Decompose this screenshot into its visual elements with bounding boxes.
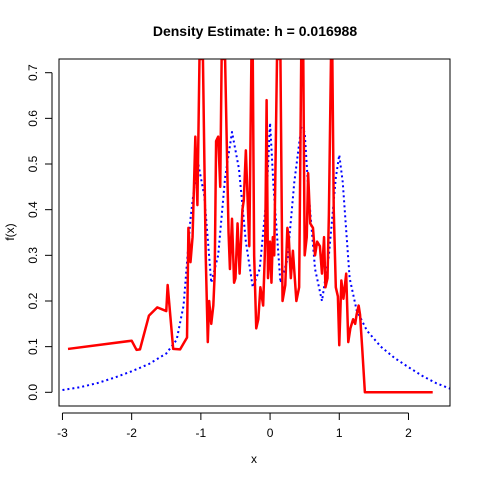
x-tick-label: 1	[336, 426, 343, 440]
x-tick-label: -3	[57, 426, 68, 440]
plot-area	[62, 59, 450, 394]
plot-frame	[58, 58, 451, 407]
chart-title: Density Estimate: h = 0.016988	[153, 23, 357, 39]
y-tick-label: 0.6	[26, 110, 40, 127]
y-tick-label: 0.7	[26, 64, 40, 81]
y-tick-label: 0.5	[26, 155, 40, 172]
y-tick-label: 0.4	[26, 201, 40, 218]
y-axis: 0.0 0.1 0.2 0.3 0.4 0.5 0.6 0.7	[26, 64, 53, 401]
y-tick-label: 0.2	[26, 292, 40, 309]
series-line-solid	[67, 59, 433, 394]
x-tick-label: 0	[267, 426, 274, 440]
x-axis: -3 -2 -1 0 1 2	[57, 412, 412, 440]
y-tick-label: 0.1	[26, 338, 40, 355]
x-tick-label: -1	[196, 426, 207, 440]
y-tick-label: 0.3	[26, 247, 40, 264]
y-tick-label: 0.0	[26, 384, 40, 401]
x-tick-label: -2	[126, 426, 137, 440]
x-tick-label: 2	[405, 426, 412, 440]
series-layer	[62, 59, 450, 394]
x-axis-label: x	[251, 452, 257, 466]
y-axis-label: f(x)	[3, 223, 17, 240]
series-line-dotted	[62, 121, 450, 392]
